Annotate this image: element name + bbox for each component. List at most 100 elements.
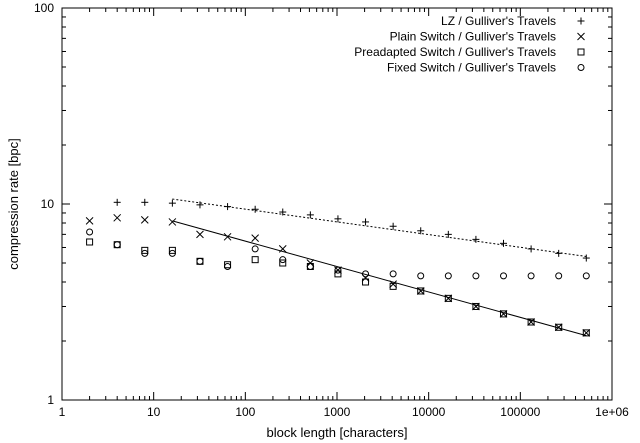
x-tick-label: 10 (147, 405, 161, 419)
point-square (362, 278, 370, 286)
legend-label: LZ / Gulliver's Travels (441, 14, 556, 28)
fit-line-solid (172, 220, 587, 337)
point-plus (362, 218, 370, 226)
point-circle (527, 272, 535, 280)
point-square (500, 310, 508, 318)
x-axis-label: block length [characters] (267, 425, 408, 440)
y-tick-label: 1 (47, 393, 54, 407)
point-square (472, 302, 480, 310)
series-circle (86, 228, 590, 280)
point-plus (472, 235, 480, 243)
tick-labels: 1 10 100 1000 10000 100000 1e+06 1 10 100 (34, 1, 629, 419)
point-circle (472, 272, 480, 280)
legend-label: Plain Switch / Gulliver's Travels (390, 30, 556, 44)
series-plus (113, 198, 590, 262)
point-plus (417, 227, 425, 235)
point-cross (527, 318, 535, 326)
point-circle (500, 272, 508, 280)
point-circle (279, 256, 287, 264)
point-circle (251, 245, 259, 253)
point-circle (389, 270, 397, 278)
point-square (334, 270, 342, 278)
point-circle (444, 272, 452, 280)
data-markers (85, 198, 591, 337)
point-plus (555, 249, 563, 257)
legend-marker-cross (577, 32, 585, 41)
point-plus (279, 208, 287, 216)
point-square (279, 259, 287, 267)
point-circle (224, 262, 232, 270)
point-circle (113, 241, 121, 249)
point-plus (306, 211, 314, 219)
point-plus (113, 198, 121, 206)
point-circle (555, 272, 563, 280)
point-circle (334, 266, 342, 274)
point-cross (499, 310, 508, 318)
point-plus (527, 245, 535, 253)
point-plus (251, 205, 259, 213)
point-cross (85, 217, 94, 225)
fit-line-dashed (172, 198, 587, 257)
point-cross (251, 234, 260, 242)
legend-label: Preadapted Switch / Gulliver's Travels (354, 45, 556, 59)
point-plus (224, 203, 232, 211)
point-cross (140, 216, 149, 224)
point-circle (86, 228, 94, 236)
x-tick-label: 1000 (324, 405, 351, 419)
point-plus (334, 215, 342, 223)
point-plus (444, 230, 452, 238)
point-circle (168, 249, 176, 257)
legend-item: Preadapted Switch / Gulliver's Travels (354, 45, 585, 59)
x-tick-label: 1e+06 (595, 405, 629, 419)
point-square (417, 287, 425, 295)
legend-item: Fixed Switch / Gulliver's Travels (387, 61, 585, 75)
fit-lines (172, 198, 587, 337)
point-cross (416, 287, 425, 295)
point-cross (472, 302, 480, 311)
point-circle (362, 270, 370, 278)
point-square (251, 256, 259, 264)
point-cross (223, 232, 232, 241)
axis-ticks (61, 7, 613, 401)
point-plus (389, 222, 397, 230)
y-tick-label: 100 (34, 1, 54, 15)
point-plus (582, 254, 590, 262)
point-circle (141, 249, 149, 257)
series-cross (85, 213, 591, 337)
legend-marker-circle (577, 64, 585, 71)
legend-marker-plus (577, 17, 585, 25)
x-tick-label: 100000 (500, 405, 540, 419)
point-cross (444, 294, 453, 303)
point-plus (141, 198, 149, 206)
point-plus (168, 199, 176, 207)
legend-marker-square (577, 48, 585, 56)
y-tick-label: 10 (41, 197, 55, 211)
point-cross (389, 280, 397, 289)
point-cross (554, 323, 563, 332)
point-cross (196, 230, 204, 239)
y-axis-label: compression rate [bpc] (6, 138, 21, 270)
point-cross (278, 245, 287, 253)
legend-label: Fixed Switch / Gulliver's Travels (387, 61, 556, 75)
point-square (389, 282, 397, 290)
x-tick-label: 100 (235, 405, 255, 419)
point-circle (417, 272, 425, 280)
point-square (86, 238, 94, 246)
point-cross (113, 213, 122, 222)
point-circle (306, 262, 314, 270)
point-plus (500, 239, 508, 247)
legend: LZ / Gulliver's Travels Plain Switch / Gu… (354, 14, 585, 75)
x-tick-label: 1 (59, 405, 66, 419)
point-cross (582, 329, 591, 337)
point-square (444, 294, 452, 302)
point-cross (168, 218, 177, 226)
point-square (527, 318, 535, 326)
point-circle (582, 272, 590, 280)
point-square (555, 323, 563, 331)
point-plus (196, 201, 204, 209)
legend-item: LZ / Gulliver's Travels (441, 14, 585, 28)
x-tick-label: 10000 (412, 405, 446, 419)
legend-item: Plain Switch / Gulliver's Travels (390, 30, 585, 44)
point-square (141, 246, 149, 254)
